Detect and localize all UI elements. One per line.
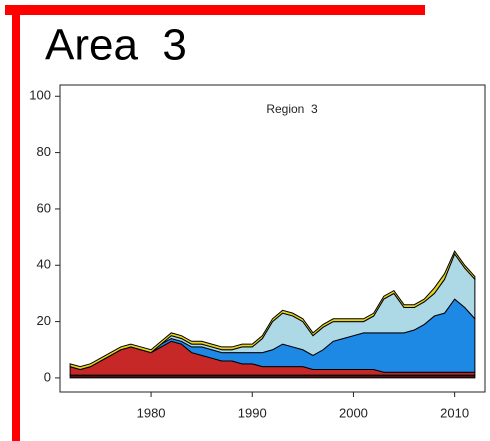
x-tick-label: 2010	[440, 405, 469, 420]
y-tick-label: 20	[37, 313, 51, 328]
chart-title: Region 3	[266, 102, 318, 116]
y-tick-label: 40	[37, 257, 51, 272]
x-tick-label: 1980	[137, 405, 166, 420]
area-layer	[69, 250, 476, 370]
y-tick-label: 80	[37, 144, 51, 159]
plot-frame	[59, 84, 486, 393]
plot: 0 20 40 60 80 100 1980 1990 2000 2010	[29, 88, 476, 420]
y-tick-label: 100	[29, 88, 51, 103]
x-tick-label: 1990	[238, 405, 267, 420]
red-bar-vertical	[12, 10, 20, 441]
red-bar-horizontal	[5, 5, 425, 15]
slide-title: Area 3	[45, 21, 187, 70]
y-tick-label: 60	[37, 200, 51, 215]
x-tick-label: 2000	[339, 405, 368, 420]
y-tick-label: 0	[44, 369, 51, 384]
